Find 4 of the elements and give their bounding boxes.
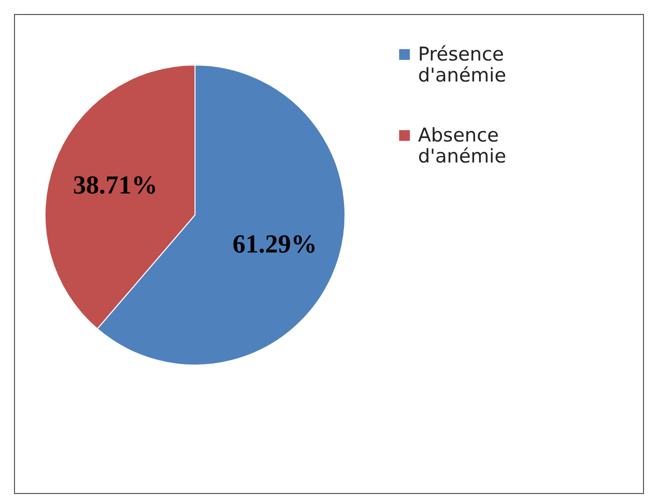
data-label: 61.29% [232,230,317,259]
legend-label: Présence d'anémie [418,44,506,86]
legend-label: Absence d'anémie [418,124,506,168]
data-label: 38.71% [73,170,158,200]
